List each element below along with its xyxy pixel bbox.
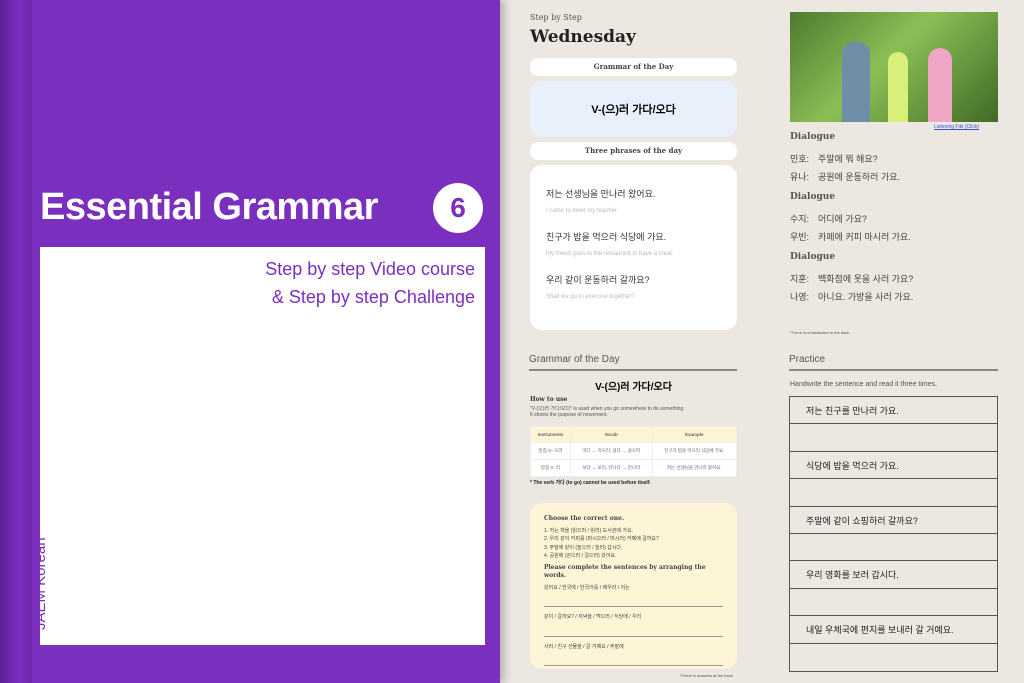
cover-panel: Step by step Video course & Step by step … — [40, 247, 485, 645]
table-cell: 친구가 밥을 먹으러 식당에 가요. — [651, 442, 738, 460]
grammar-pill: Grammar of the Day — [530, 58, 737, 76]
day-title: Wednesday — [530, 27, 636, 47]
book-spine — [0, 0, 32, 683]
kicker: Step by Step — [530, 13, 582, 22]
table-header: Example — [651, 426, 738, 443]
grammar-desc: "V-(으)러 가다/오다" is used when you go somew… — [530, 406, 685, 412]
phrase-en: I came to meet my teacher. — [546, 208, 619, 214]
runner-figure — [928, 48, 952, 122]
exercise-title: Please complete the sentences by arrangi… — [544, 563, 706, 580]
grammar-section-heading: Grammar of the Day — [529, 354, 737, 371]
subtitle-line: & Step by step Challenge — [271, 287, 475, 307]
phrases-pill: Three phrases of the day — [530, 142, 737, 160]
table-header: Instruments — [530, 426, 571, 443]
grammar-card: V-(으)러 가다/오다 — [530, 81, 737, 137]
phrase-ko: 저는 선생님을 만나러 왔어요. — [546, 189, 656, 199]
writing-line[interactable] — [790, 479, 997, 507]
exercise-title: Choose the correct one. — [544, 515, 625, 522]
exercise-item: 1. 저는 책을 (읽으러 / 읽러) 도서관에 가요. — [544, 527, 634, 534]
writing-line[interactable] — [790, 644, 997, 671]
phrase-ko: 우리 같이 운동하러 갈까요? — [546, 275, 650, 285]
cover-title: Essential Grammar — [40, 186, 378, 228]
table-cell: 보다 → 보러, 만나다 → 만나러 — [569, 459, 653, 477]
speaker: 유나: — [790, 172, 810, 182]
phrases-card: 저는 선생님을 만나러 왔어요. I came to meet my teache… — [530, 165, 737, 330]
phrase-en: My friend goes to the restaurant to have… — [546, 251, 674, 257]
dialogue-block: Dialogue 수지: 어디에 가요? 우빈: 카페에 커피 마시러 가요. — [790, 192, 911, 248]
practice-instruction: Handwrite the sentence and read it three… — [790, 381, 938, 388]
grammar-section-title: V-(으)러 가다/오다 — [595, 382, 672, 393]
exercise-item: 4. 공원에 (걷으러 / 걸으러) 왔어요. — [544, 553, 617, 559]
exercise-item: 2. 우리 같이 커피를 (마시으러 / 마시러) 카페에 갈까요? — [544, 536, 659, 542]
volume-badge: 6 — [433, 183, 483, 233]
practice-sentence: 저는 친구를 만나러 가요. — [790, 397, 997, 425]
practice-sentence: 내일 우체국에 편지를 보내러 갈 거예요. — [790, 616, 997, 644]
dialogue-line: 공원에 운동하러 가요. — [818, 172, 901, 182]
speaker: 민호: — [790, 154, 810, 164]
dialogue-heading: Dialogue — [790, 252, 836, 262]
table-cell: 먹다 → 먹으러, 끊다 → 끊으러 — [569, 442, 653, 460]
practice-sentence: 주말에 같이 쇼핑하러 갈까요? — [790, 507, 997, 534]
grammar-desc: It shows the purpose of movement. — [530, 412, 608, 418]
arrange-item[interactable]: 사러 / 친구 선물을 / 갈 거예요 / 주말에 — [544, 643, 723, 666]
phrase-ko: 친구가 밥을 먹으러 식당에 가요. — [546, 232, 667, 242]
grammar-table: Instruments Vocab Example 받침 O: 으러 먹다 → 먹으러… — [530, 426, 738, 477]
arrange-item[interactable]: 같이 / 갈까요? / 저녁을 / 먹으러 / 식당에 / 우리 — [544, 613, 723, 637]
grammar-note: * The verb 가다 (to go) cannot be used bef… — [530, 480, 651, 486]
speaker: 우빈: — [790, 232, 810, 242]
practice-heading: Practice — [789, 354, 998, 371]
book-cover: Essential Grammar 6 Step by step Video c… — [0, 0, 500, 683]
how-to-use-label: How to use — [530, 396, 568, 403]
table-cell: 받침 O: 으러 — [530, 442, 571, 460]
dialogue-line: 백화점에 옷을 사러 가요? — [818, 274, 914, 284]
runners-photo — [790, 12, 998, 122]
dialogue-line: 주말에 뭐 해요? — [818, 154, 878, 164]
table-row: 받침 O: 으러 먹다 → 먹으러, 끊다 → 끊으러 친구가 밥을 먹으러 식당에… — [530, 442, 738, 460]
speaker: 수지: — [790, 214, 810, 224]
dialogue-line: 아니요. 가방을 사러 가요. — [818, 292, 914, 302]
phrase-en: Shall we go to exercise together? — [546, 294, 635, 300]
table-row: 받침 X: 러 보다 → 보러, 만나다 → 만나러 저는 선생님을 만나러 왔어요… — [530, 459, 738, 477]
exercise-footnote: *There is answers at the back — [680, 673, 733, 678]
exercise-item: 3. 주말에 같이 (놀으러 / 놀러) 갑시다. — [544, 544, 623, 551]
dialogue-line: 카페에 커피 마시러 가요. — [818, 232, 911, 242]
brand-label: JAEM Korean — [32, 537, 49, 630]
practice-grid: 저는 친구를 만나러 가요. 식당에 밥을 먹으러 가요. 주말에 같이 쇼핑하… — [789, 396, 998, 672]
dialogue-heading: Dialogue — [790, 192, 836, 202]
practice-sentence: 식당에 밥을 먹으러 가요. — [790, 452, 997, 480]
subtitle-line: Step by step Video course — [265, 259, 475, 279]
dialogue-note: *There is a translation in the back — [790, 330, 850, 335]
exercise-card: Choose the correct one. 1. 저는 책을 (읽으러 / … — [530, 503, 737, 669]
speaker: 지훈: — [790, 274, 810, 284]
listening-file-link[interactable]: Listening File (Click) — [934, 124, 980, 130]
writing-line[interactable] — [790, 534, 997, 562]
writing-line[interactable] — [790, 589, 997, 617]
practice-sentence: 우리 영화를 보러 갑시다. — [790, 561, 997, 589]
table-cell: 저는 선생님을 만나러 왔어요. — [651, 459, 738, 477]
cover-subtitle: Step by step Video course & Step by step … — [265, 255, 475, 311]
table-cell: 받침 X: 러 — [530, 459, 571, 477]
runner-figure — [842, 42, 870, 122]
runner-figure — [888, 52, 908, 122]
dialogue-line: 어디에 가요? — [818, 214, 867, 224]
dialogue-block: Dialogue 지훈: 백화점에 옷을 사러 가요? 나영: 아니요. 가방을 사… — [790, 252, 913, 308]
table-header: Vocab — [569, 426, 653, 443]
speaker: 나영: — [790, 292, 810, 302]
dialogue-block: Dialogue 민호: 주말에 뭐 해요? 유나: 공원에 운동하러 가요. — [790, 132, 900, 188]
writing-line[interactable] — [790, 424, 997, 452]
dialogue-heading: Dialogue — [790, 132, 836, 142]
arrange-item[interactable]: 왔어요 / 한국에 / 한국어를 / 배우러 / 저는 — [544, 584, 723, 607]
